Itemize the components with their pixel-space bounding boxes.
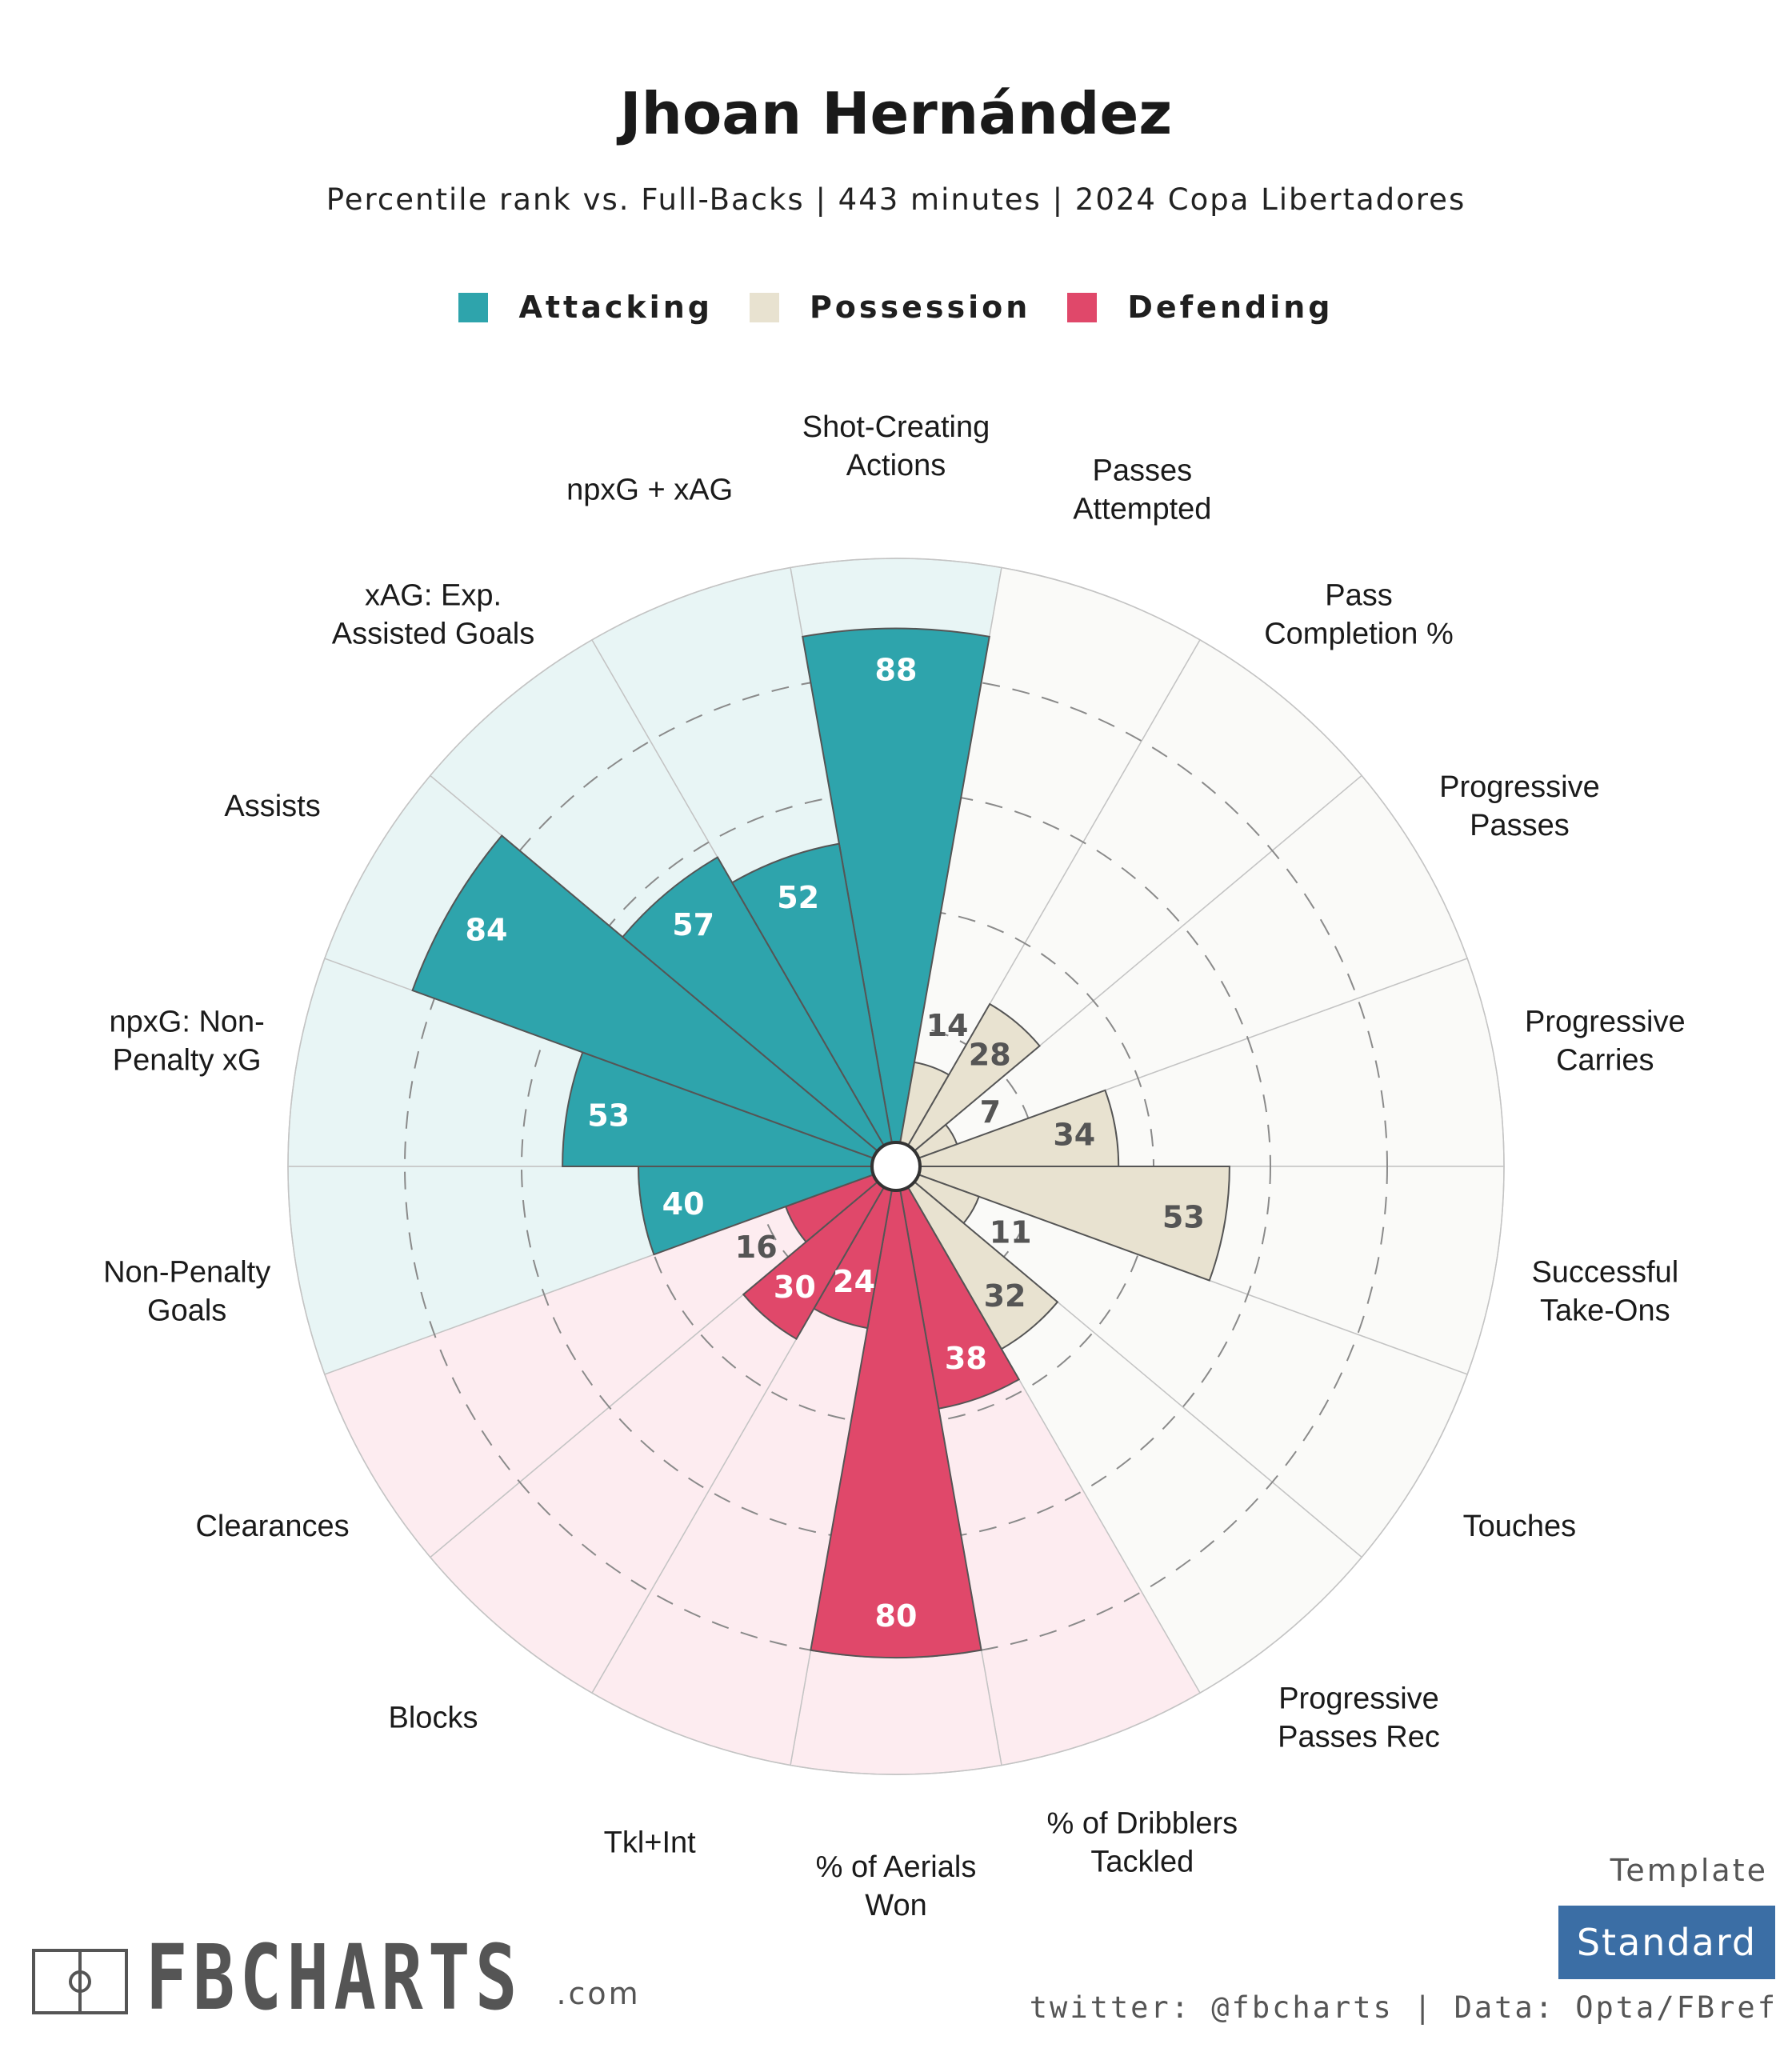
value-label-non-penalty-goals: 40 [662, 1186, 705, 1222]
metric-label-xag-exp-assisted-goals: xAG: Exp. Assisted Goals [332, 579, 534, 651]
metric-label-progressive-carries: Progressive Carries [1525, 1006, 1686, 1078]
value-label-of-aerials-won: 80 [875, 1598, 918, 1634]
legend-label-attacking: Attacking [518, 290, 713, 325]
metric-label-npxg-non-penalty-xg: npxG: Non-Penalty xG [110, 1006, 265, 1078]
metric-label-non-penalty-goals: Non-Penalty Goals [103, 1255, 270, 1327]
value-label-pass-completion: 28 [969, 1037, 1011, 1072]
value-label-progressive-passes-rec: 32 [984, 1278, 1026, 1314]
metric-label-shot-creating-actions: Shot-Creating Actions [802, 410, 990, 482]
value-label-tkl-int: 24 [833, 1264, 875, 1299]
metric-label-of-aerials-won: % of Aerials Won [816, 1850, 977, 1922]
metric-label-touches: Touches [1463, 1510, 1577, 1543]
value-label-clearances: 16 [735, 1230, 778, 1265]
outer-ring [287, 558, 1505, 1775]
chart-subtitle: Percentile rank vs. Full-Backs | 443 min… [326, 182, 1466, 217]
template-label: Template [1610, 1853, 1768, 1888]
value-label-progressive-passes: 7 [980, 1094, 1001, 1130]
logo-suffix: .com [556, 1976, 641, 2011]
value-label-progressive-carries: 34 [1053, 1118, 1095, 1153]
legend-label-possession: Possession [809, 290, 1031, 325]
metric-labels: Shot-Creating Actions Passes Attempted Pass C… [103, 410, 1686, 1922]
legend: Attacking Possession Defending [0, 290, 1792, 325]
metric-label-of-dribblers-tackled: % of Dribblers Tackled [1046, 1807, 1238, 1879]
metric-label-progressive-passes: Progressive Passes [1439, 770, 1600, 842]
value-label-successful-take-ons: 53 [1162, 1199, 1205, 1234]
value-label-of-dribblers-tackled: 38 [945, 1341, 987, 1376]
metric-label-assists: Assists [224, 790, 320, 823]
metric-label-clearances: Clearances [195, 1510, 349, 1543]
chart-title: Jhoan Hernández [619, 80, 1173, 147]
value-label-xag-exp-assisted-goals: 57 [672, 907, 714, 942]
metric-label-pass-completion: Pass Completion % [1264, 579, 1454, 651]
legend-item-possession: Possession [749, 290, 1031, 325]
value-label-touches: 11 [990, 1215, 1032, 1250]
pitch-icon [32, 1949, 128, 2014]
bars [411, 627, 1230, 1658]
value-label-npxg-xag: 52 [777, 880, 819, 915]
metric-label-tkl-int: Tkl+Int [604, 1826, 697, 1860]
legend-swatch-attacking [458, 292, 489, 322]
fbcharts-logo: FBCHARTS .com [32, 1926, 641, 2030]
metric-label-successful-take-ons: Successful Take-Ons [1531, 1255, 1678, 1327]
metric-label-progressive-passes-rec: Progressive Passes Rec [1278, 1682, 1440, 1754]
value-label-shot-creating-actions: 88 [875, 653, 918, 688]
metric-label-npxg-xag: npxG + xAG [566, 473, 733, 506]
value-label-assists: 84 [466, 912, 508, 947]
footer-credit: twitter: @fbcharts | Data: Opta/FBref [1029, 1990, 1778, 2025]
legend-label-defending: Defending [1127, 290, 1334, 325]
logo-wordmark: FBCHARTS [146, 1926, 522, 2030]
metric-label-passes-attempted: Passes Attempted [1073, 454, 1211, 526]
center-hole [870, 1141, 922, 1192]
value-label-npxg-non-penalty-xg: 53 [587, 1098, 630, 1134]
template-badge: Standard [1558, 1906, 1775, 1979]
value-label-blocks: 30 [774, 1270, 816, 1305]
value-label-passes-attempted: 14 [926, 1008, 969, 1043]
legend-item-defending: Defending [1067, 290, 1333, 325]
legend-swatch-defending [1067, 292, 1098, 322]
metric-label-blocks: Blocks [389, 1701, 478, 1734]
legend-swatch-possession [749, 292, 779, 322]
legend-item-attacking: Attacking [458, 290, 712, 325]
